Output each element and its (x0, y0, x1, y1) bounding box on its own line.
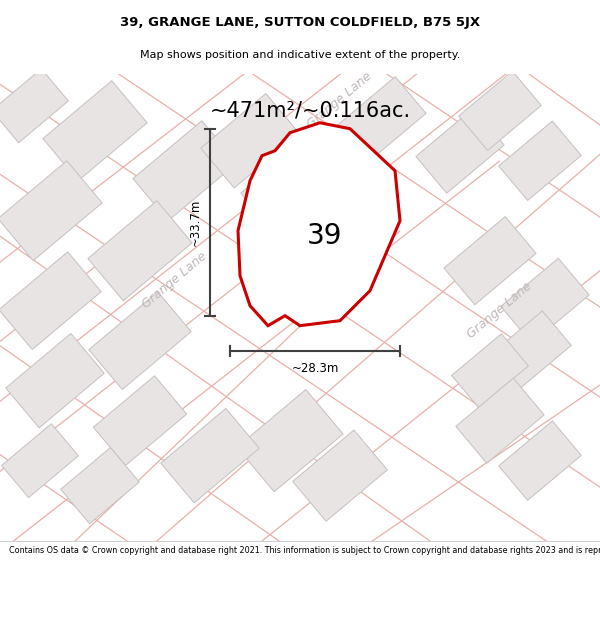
Polygon shape (201, 94, 299, 188)
Text: Map shows position and indicative extent of the property.: Map shows position and indicative extent… (140, 50, 460, 60)
Polygon shape (0, 161, 102, 261)
Polygon shape (501, 258, 589, 343)
Polygon shape (499, 121, 581, 201)
Polygon shape (0, 69, 68, 142)
Polygon shape (238, 122, 400, 326)
Polygon shape (133, 121, 237, 221)
Text: ~33.7m: ~33.7m (188, 199, 202, 246)
Text: 39: 39 (307, 222, 343, 250)
Polygon shape (0, 252, 101, 349)
Polygon shape (489, 311, 571, 391)
Polygon shape (61, 448, 139, 524)
Text: 39, GRANGE LANE, SUTTON COLDFIELD, B75 5JX: 39, GRANGE LANE, SUTTON COLDFIELD, B75 5… (120, 16, 480, 29)
Polygon shape (88, 201, 192, 301)
Polygon shape (293, 430, 388, 521)
Polygon shape (456, 378, 544, 463)
Polygon shape (416, 108, 504, 193)
Polygon shape (43, 81, 147, 181)
Polygon shape (161, 408, 259, 503)
Polygon shape (452, 334, 529, 408)
Polygon shape (241, 139, 339, 233)
Polygon shape (237, 389, 343, 492)
Text: Grange Lane: Grange Lane (465, 280, 535, 341)
Polygon shape (334, 77, 426, 165)
Polygon shape (2, 424, 79, 498)
Polygon shape (89, 292, 191, 389)
Polygon shape (444, 217, 536, 305)
Polygon shape (93, 376, 187, 466)
Polygon shape (6, 334, 104, 428)
Polygon shape (459, 71, 541, 151)
Text: ~28.3m: ~28.3m (292, 362, 338, 375)
Text: Grange Lane: Grange Lane (305, 70, 375, 131)
Text: Grange Lane: Grange Lane (140, 250, 210, 311)
Text: ~471m²/~0.116ac.: ~471m²/~0.116ac. (209, 101, 410, 121)
Text: Contains OS data © Crown copyright and database right 2021. This information is : Contains OS data © Crown copyright and d… (9, 546, 600, 555)
Polygon shape (499, 421, 581, 501)
